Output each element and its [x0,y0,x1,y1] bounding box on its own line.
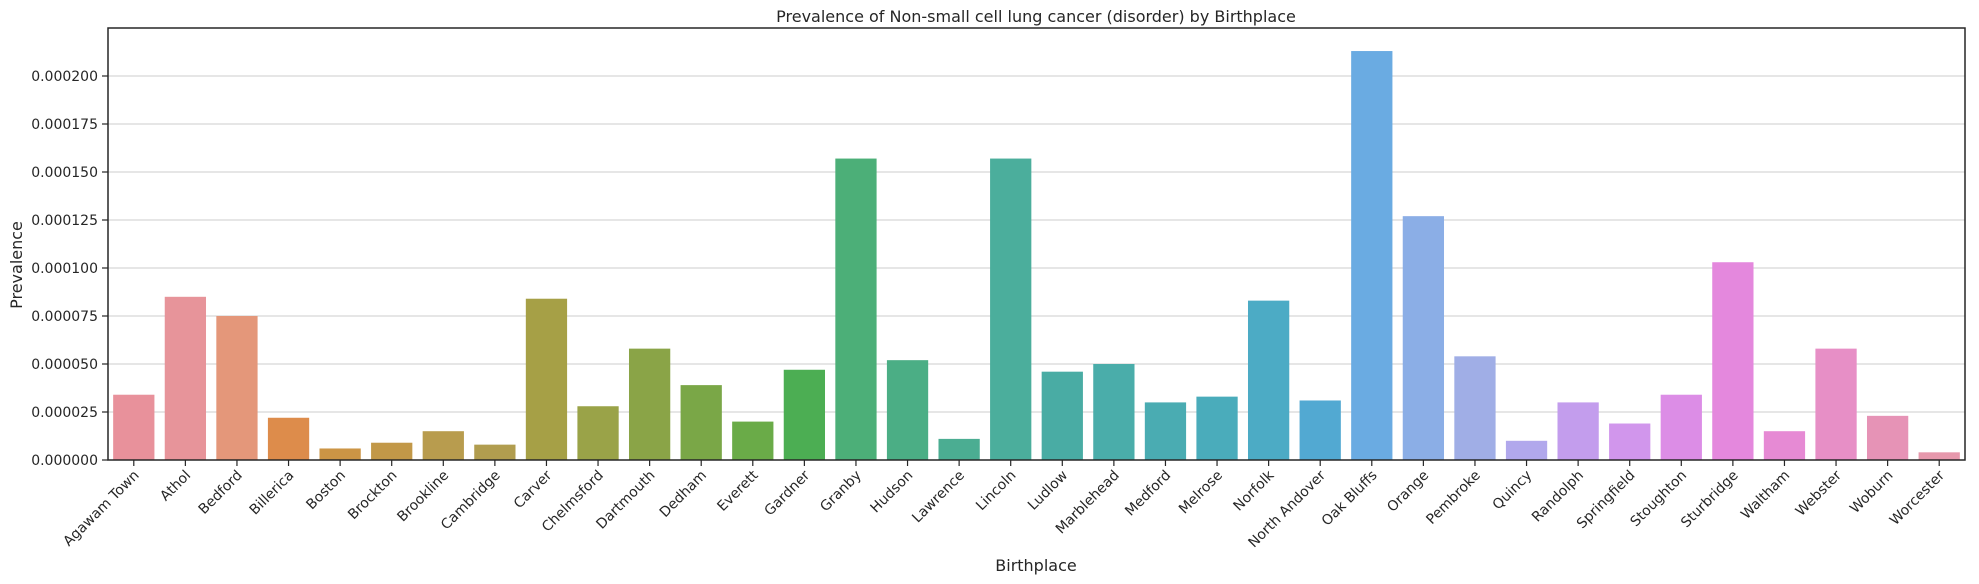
bar-brookline [422,431,464,460]
x-tick-label: Waltham [1738,468,1793,523]
bar-oak-bluffs [1351,51,1393,460]
bar-carver [525,298,568,460]
chart-title: Prevalence of Non-small cell lung cancer… [776,7,1296,26]
x-axis-title: Birthplace [995,556,1076,575]
bar-athol [164,296,207,460]
x-tick-label: Billerica [247,468,298,519]
y-tick-label: 0.000000 [31,453,98,469]
bar-orange [1402,216,1445,460]
bars [113,51,1960,460]
x-tick-label: Medford [1122,468,1174,520]
y-axis-ticks: 0.000000 0.000025 0.000050 0.000075 0.000100… [31,69,108,469]
x-tick-label: Worcester [1887,467,1948,528]
x-tick-label: Orange [1384,468,1432,516]
bar-waltham [1763,431,1806,460]
x-tick-label: Carver [511,467,556,512]
bar-hudson [886,360,929,460]
x-tick-label: Webster [1793,467,1845,519]
x-tick-label: Hudson [868,468,917,517]
x-axis-ticks: Agawam Town Athol Bedford Billerica BostonBr… [60,460,1948,551]
bar-pembroke [1454,356,1496,460]
x-tick-label: Everett [714,467,762,515]
bar-brockton [371,442,413,460]
y-tick-label: 0.000025 [31,405,98,421]
x-tick-label: Granby [817,468,865,516]
bar-dartmouth [628,348,671,460]
x-tick-label: Dedham [657,468,710,521]
bar-granby [835,158,877,460]
bar-woburn [1866,415,1909,460]
x-tick-label: Melrose [1176,468,1226,518]
x-tick-label: Lincoln [973,468,1019,514]
y-tick-label: 0.000150 [31,165,98,181]
x-tick-label: Norfolk [1231,467,1279,515]
x-tick-label: Athol [157,468,194,505]
x-tick-label: Woburn [1847,468,1896,517]
x-tick-label: Oak Bluffs [1319,468,1381,530]
bar-cambridge [474,444,516,460]
bar-medford [1144,402,1187,460]
bar-melrose [1196,396,1238,460]
bar-gardner [783,369,826,460]
x-tick-label: Ludlow [1025,468,1071,514]
bar-boston [319,448,361,460]
bar-chelmsford [577,406,619,460]
bar-springfield [1609,423,1651,460]
bar-ludlow [1041,371,1083,460]
bar-marblehead [1093,364,1135,460]
x-tick-label: Agawam Town [60,468,142,550]
x-tick-label: Quincy [1490,468,1536,514]
x-tick-label: Gardner [762,467,814,519]
bar-webster [1815,348,1857,460]
x-tick-label: Lawrence [909,468,968,527]
x-tick-label: Brockton [345,468,400,523]
y-tick-label: 0.000050 [31,357,98,373]
y-tick-label: 0.000125 [31,213,98,229]
x-tick-label: Boston [303,468,349,514]
bar-billerica [267,417,310,460]
gridlines [108,75,1965,413]
bar-agawam-town [113,394,155,460]
y-tick-label: 0.000100 [31,261,98,277]
bar-lincoln [990,158,1032,460]
y-tick-label: 0.000200 [31,69,98,85]
y-tick-label: 0.000075 [31,309,98,325]
x-tick-label: Bedford [196,468,246,518]
bar-sturbridge [1712,262,1754,460]
bar-norfolk [1247,300,1290,460]
bar-bedford [216,316,258,460]
bar-north-andover [1299,400,1341,460]
y-axis-title: Prevalence [7,221,26,309]
bar-quincy [1505,440,1548,460]
bar-lawrence [938,438,980,460]
y-tick-label: 0.000175 [31,117,98,133]
bar-stoughton [1660,394,1702,460]
x-tick-label: Pembroke [1423,468,1483,528]
bar-dedham [680,385,722,460]
bar-worcester [1918,452,1960,460]
bar-everett [732,421,774,460]
bar-randolph [1557,402,1599,460]
plot-frame [107,27,1966,461]
